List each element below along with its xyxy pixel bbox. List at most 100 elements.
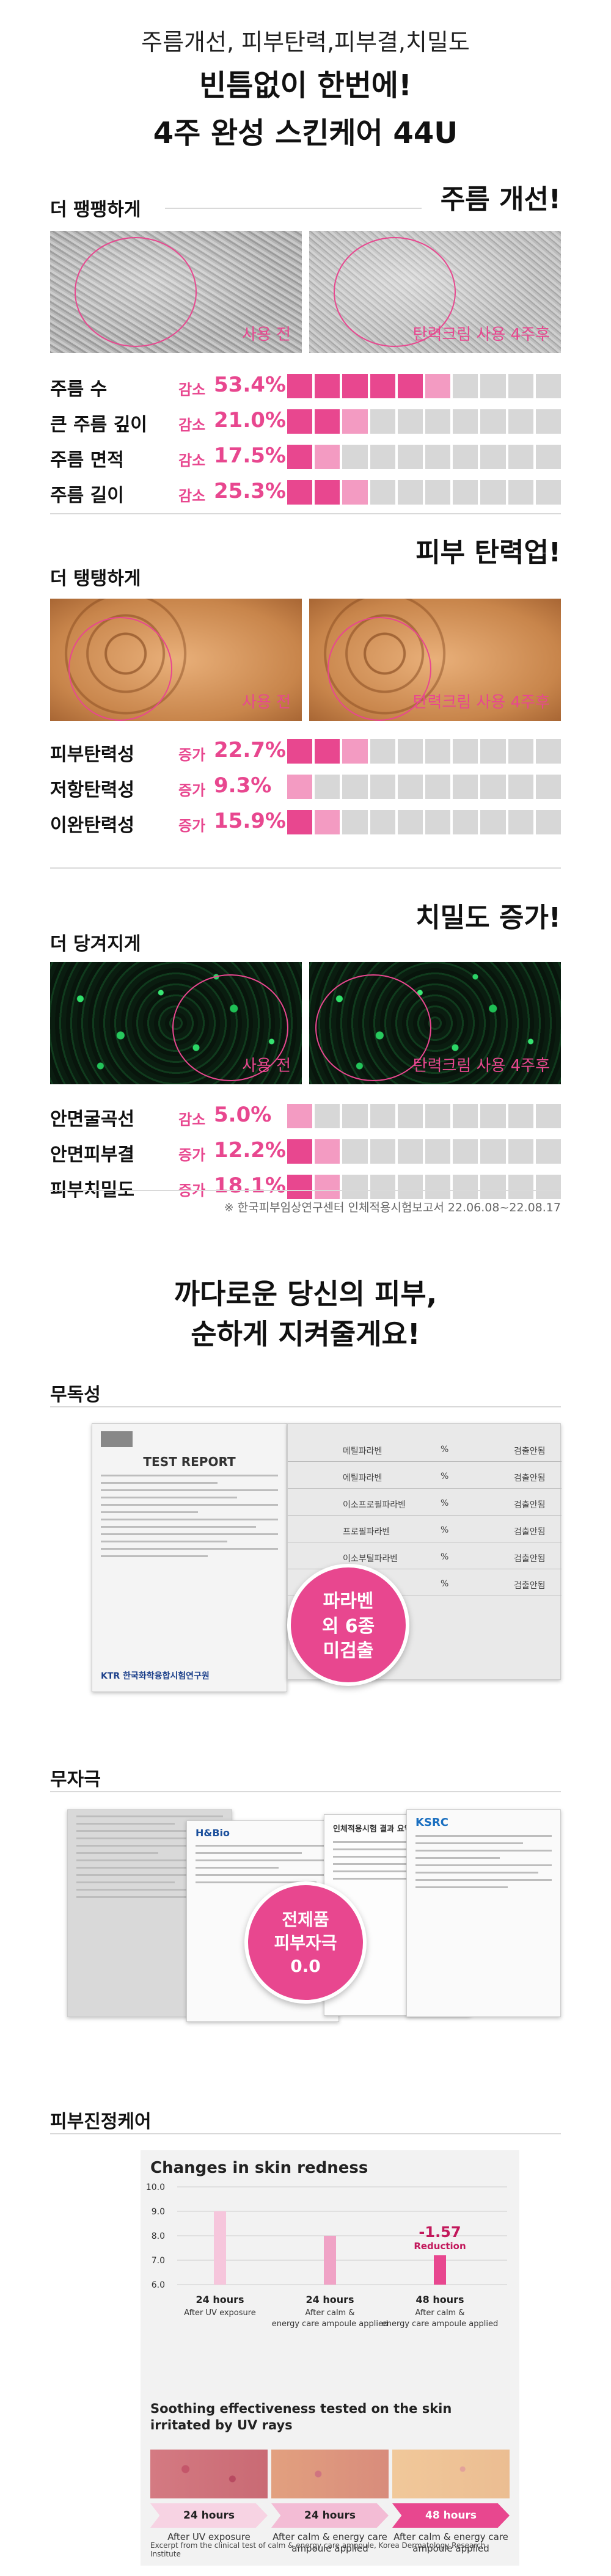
focus-circle bbox=[75, 237, 197, 347]
bar-segment bbox=[342, 445, 368, 469]
bar-segment bbox=[397, 1175, 423, 1199]
table-cell: 검출안됨 bbox=[514, 1527, 546, 1537]
bar-segment bbox=[287, 1104, 313, 1128]
bar-segment bbox=[453, 409, 478, 434]
bar-segment bbox=[287, 810, 313, 834]
focus-circle bbox=[315, 974, 431, 1081]
badge-line: 피부자극 bbox=[274, 1932, 337, 1953]
header-line-3: 4주 완성 스킨케어 44U bbox=[153, 116, 458, 150]
table-cell: % bbox=[441, 1472, 449, 1481]
bar-segment bbox=[342, 1104, 368, 1128]
step-arrow: 24 hours bbox=[271, 2503, 389, 2528]
table-cell: % bbox=[441, 1552, 449, 1562]
wrinkle-right-heading: 주름 개선! bbox=[440, 184, 561, 215]
wrinkle-after-photo: 탄력크림 사용 4주후 bbox=[309, 231, 561, 353]
test-report-document: TEST REPORT KTR 한국화학융합시험연구원 bbox=[92, 1423, 287, 1692]
bar-segment bbox=[425, 739, 451, 764]
stat-kind: 증가 bbox=[178, 817, 206, 834]
table-cell: 이소프로필파라벤 bbox=[343, 1500, 406, 1510]
stat-row: 피부치밀도 증가 18.1% bbox=[50, 1173, 562, 1201]
stat-value: 5.0% bbox=[214, 1103, 272, 1127]
redness-bar bbox=[214, 2211, 226, 2285]
reduction-annotation-sub: Reduction bbox=[414, 2241, 466, 2252]
badge-line: 0.0 bbox=[290, 1955, 321, 1976]
bar-segment bbox=[508, 1139, 533, 1164]
stat-kind: 감소 bbox=[178, 381, 206, 398]
bar-segment bbox=[315, 810, 340, 834]
stat-kind: 감소 bbox=[178, 417, 206, 434]
badge-line: 전제품 bbox=[282, 1910, 329, 1930]
badge-line: 파라벤 bbox=[323, 1591, 374, 1612]
section-divider bbox=[50, 1791, 561, 1792]
mid-title-line-1: 까다로운 당신의 피부, bbox=[174, 1277, 437, 1310]
nonirritant-heading: 무자극 bbox=[50, 1769, 101, 1790]
bar-segment bbox=[508, 810, 533, 834]
density-left-heading: 더 당겨지게 bbox=[50, 933, 141, 955]
bar-segment bbox=[315, 739, 340, 764]
bar-segment bbox=[287, 775, 313, 799]
stat-row: 안면굴곡선 감소 5.0% bbox=[50, 1103, 562, 1130]
bar-segment bbox=[535, 409, 562, 434]
photo-label-before: 사용 전 bbox=[241, 1057, 291, 1075]
table-cell: 검출안됨 bbox=[514, 1473, 546, 1483]
bar-segment bbox=[535, 739, 562, 764]
bar-segment bbox=[315, 374, 340, 398]
bar-segment bbox=[425, 445, 451, 469]
stat-value: 17.5% bbox=[214, 443, 286, 468]
step-arrow: 48 hours bbox=[392, 2503, 510, 2528]
focus-circle bbox=[172, 974, 288, 1081]
bar-segment bbox=[397, 374, 423, 398]
bar-segment bbox=[453, 1175, 478, 1199]
stat-value: 9.3% bbox=[214, 773, 272, 798]
focus-circle bbox=[327, 617, 431, 721]
bar-segment bbox=[453, 374, 478, 398]
bar-segment bbox=[508, 480, 533, 505]
stat-label: 안면굴곡선 bbox=[50, 1109, 134, 1130]
stat-kind: 증가 bbox=[178, 1147, 206, 1164]
step-note: After UV exposure bbox=[167, 2531, 251, 2542]
bar-segment bbox=[287, 409, 313, 434]
table-row: 메틸파라벤 % 검출안됨 bbox=[288, 1437, 562, 1462]
reduction-annotation: -1.57 bbox=[419, 2224, 461, 2241]
soothing-panel: Changes in skin redness 10.0 9.0 8.0 7.0 6.0… bbox=[141, 2150, 519, 2566]
stat-row: 주름 수 감소 53.4% bbox=[50, 373, 562, 400]
table-cell: % bbox=[441, 1525, 449, 1535]
test-report-title: TEST REPORT bbox=[143, 1454, 236, 1469]
bar-segment bbox=[287, 374, 313, 398]
bar-segment bbox=[453, 810, 478, 834]
bar-segment bbox=[370, 445, 395, 469]
bar-segment bbox=[397, 445, 423, 469]
nontoxic-heading: 무독성 bbox=[50, 1384, 101, 1406]
redness-bar bbox=[434, 2255, 446, 2285]
hbio-logo: H&Bio bbox=[196, 1827, 230, 1839]
stat-value: 18.1% bbox=[214, 1173, 286, 1198]
stat-label: 이완탄력성 bbox=[50, 815, 134, 836]
table-cell: 프로필파라벤 bbox=[343, 1527, 390, 1537]
section-divider bbox=[50, 867, 561, 869]
x-category-label: 24 hours bbox=[196, 2294, 244, 2305]
elastic-after-photo: 탄력크림 사용 4주후 bbox=[309, 599, 561, 721]
bar-segment bbox=[425, 1104, 451, 1128]
bar-segment bbox=[535, 1139, 562, 1164]
bar-segment bbox=[425, 480, 451, 505]
bar-segment bbox=[342, 374, 368, 398]
table-row: 프로필파라벤 % 검출안됨 bbox=[288, 1518, 562, 1542]
bar-segment bbox=[315, 775, 340, 799]
ktr-footer: KTR 한국화학융합시험연구원 bbox=[101, 1671, 210, 1681]
bar-segment bbox=[397, 480, 423, 505]
bar-segment bbox=[535, 445, 562, 469]
section-divider bbox=[50, 1406, 561, 1407]
bar-segment bbox=[397, 810, 423, 834]
bar-segment bbox=[370, 1175, 395, 1199]
stat-value: 15.9% bbox=[214, 809, 286, 833]
bar-segment bbox=[287, 480, 313, 505]
bar-segment bbox=[480, 1104, 506, 1128]
table-cell: 검출안됨 bbox=[514, 1581, 546, 1591]
stat-kind: 증가 bbox=[178, 1182, 206, 1199]
stat-value: 25.3% bbox=[214, 479, 286, 503]
bar-segment bbox=[370, 739, 395, 764]
bar-segment bbox=[342, 739, 368, 764]
soothing-footnote: Excerpt from the clinical test of calm &… bbox=[150, 2541, 486, 2558]
x-category-note: energy care ampoule applied bbox=[382, 2319, 499, 2329]
ksrc-logo: KSRC bbox=[415, 1816, 448, 1829]
